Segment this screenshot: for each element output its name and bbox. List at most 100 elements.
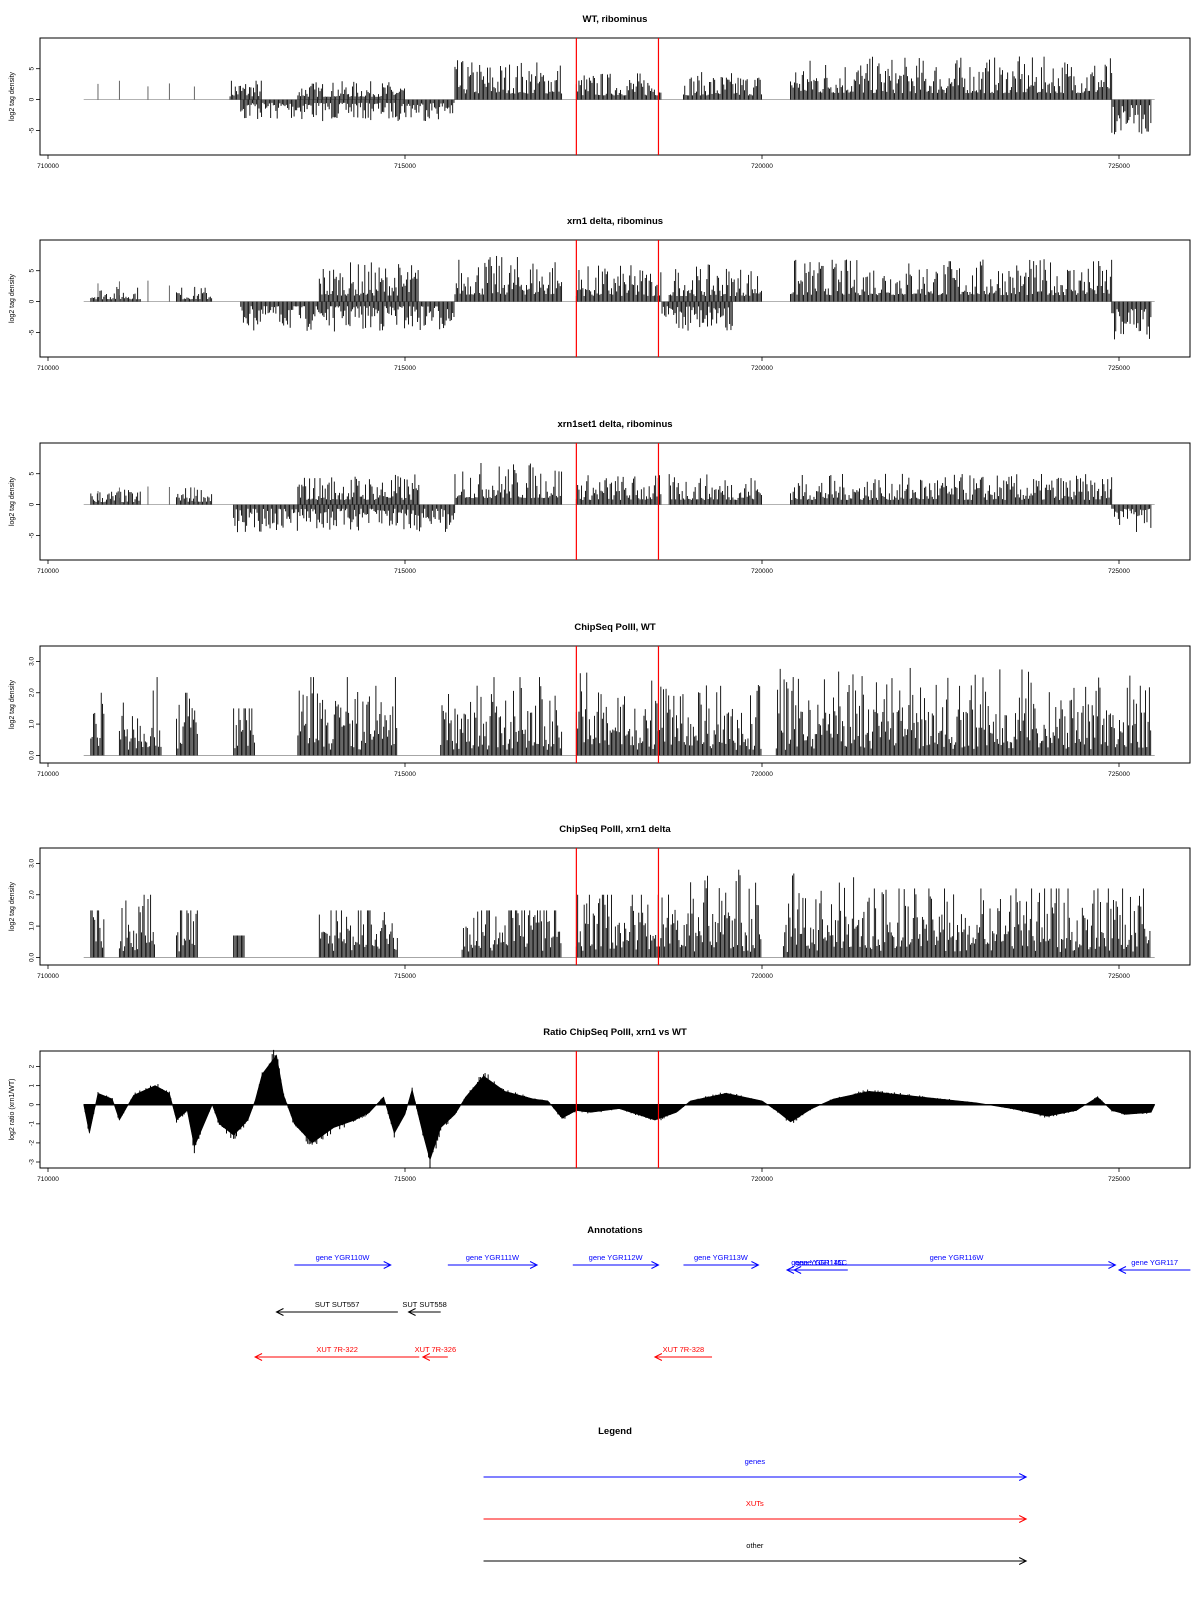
chart-title: ChipSeq PolII, xrn1 delta [559,824,671,835]
plot-frame [39,1050,1191,1169]
plot-frame [39,847,1191,966]
annotation-label: SUT SUT557 [315,1300,359,1309]
arrow-head [407,1308,416,1316]
y-tick-label: -5 [29,127,36,133]
y-tick-label: 0.0 [29,953,36,962]
chart-panel: ChipSeq PolII, WT 0.0 1.0 2.0 3.0 log2 tag de… [9,622,1191,778]
plot-frame [39,645,1191,764]
annotation-gene: gene YGR116W [797,1253,1117,1269]
y-axis-label: log2 tag density [9,881,16,931]
density-bars [90,869,1151,958]
arrow-head [793,1266,802,1274]
annotation-gene: gene YGR113W [683,1253,760,1269]
y-tick-label: -1 [29,1121,36,1127]
y-tick-label: 0.0 [29,751,36,760]
y-tick-label: 1.0 [29,719,36,728]
y-tick-label: 1.0 [29,921,36,930]
x-tick-label: 720000 [751,568,773,575]
annotation-label: gene YGR113W [694,1253,749,1262]
legend: Legend genes XUTs other [483,1426,1028,1565]
arrow-head [651,1261,660,1269]
annotation-xut: XUT 7R-328 [653,1345,713,1361]
x-tick-label: 725000 [1108,568,1130,575]
y-tick-label: 5 [29,269,36,273]
x-tick-label: 710000 [37,771,59,778]
density-bars [90,463,1152,533]
x-tick-label: 710000 [37,1176,59,1183]
arrow-head [653,1353,663,1361]
x-tick-label: 725000 [1108,163,1130,170]
x-tick-label: 715000 [394,1176,416,1183]
chart-title: xrn1set1 delta, ribominus [557,419,672,430]
x-tick-label: 720000 [751,771,773,778]
arrow-head [253,1353,263,1361]
chart-panel: WT, ribominus -5 0 5 log2 tag density 710000 7… [9,14,1191,170]
annotation-gene: gene YGR115C [793,1258,848,1274]
legend-item-xut: XUTs [483,1499,1028,1523]
annotation-other: SUT SUT557 [275,1300,398,1316]
annotation-label: gene YGR115C [795,1258,848,1267]
annotation-xut: XUT 7R-322 [253,1345,420,1361]
plot-frame [39,442,1191,561]
legend-item-gene: genes [483,1457,1028,1481]
x-tick-label: 715000 [394,163,416,170]
ratio-detail [84,1049,1151,1169]
annotation-label: gene YGR114C [791,1258,844,1267]
y-axis-label: log2 tag density [9,71,16,121]
arrow-head [1018,1557,1028,1565]
x-tick-label: 720000 [751,1176,773,1183]
annotation-label: gene YGR110W [316,1253,371,1262]
arrow-head [1018,1473,1028,1481]
chart-title: Ratio ChipSeq PolII, xrn1 vs WT [543,1027,687,1038]
plot-frame [39,239,1191,358]
x-tick-label: 715000 [394,771,416,778]
annotation-label: gene YGR117 [1131,1258,1178,1267]
legend-item-other: other [483,1541,1028,1565]
chart-title: ChipSeq PolII, WT [574,622,655,633]
x-tick-label: 720000 [751,973,773,980]
annotations-track: Annotations gene YGR110W gene YGR111W gene… [253,1225,1191,1361]
x-tick-label: 725000 [1108,771,1130,778]
arrow-head [1018,1515,1028,1523]
annotation-gene: gene YGR112W [572,1253,660,1269]
x-tick-label: 720000 [751,365,773,372]
y-tick-label: 3.0 [29,859,36,868]
y-tick-label: -5 [29,532,36,538]
x-tick-label: 710000 [37,365,59,372]
annotation-label: gene YGR112W [589,1253,644,1262]
y-axis-label: log2 tag density [9,679,16,729]
x-tick-label: 710000 [37,163,59,170]
density-bars [97,56,1152,135]
x-tick-label: 710000 [37,568,59,575]
chart-panel: xrn1 delta, ribominus -5 0 5 log2 tag densit… [9,216,1191,372]
arrow-head [275,1308,284,1316]
annotation-label: gene YGR116W [930,1253,985,1262]
y-axis-label: log2 tag density [9,273,16,323]
y-tick-label: 0 [29,502,36,506]
x-tick-label: 715000 [394,973,416,980]
x-tick-label: 715000 [394,365,416,372]
density-bars [90,667,1152,756]
x-tick-label: 720000 [751,163,773,170]
annotations-title: Annotations [587,1225,642,1236]
arrow-head [785,1266,795,1274]
y-tick-label: 5 [29,67,36,71]
annotation-label: gene YGR111W [466,1253,520,1262]
legend-title: Legend [598,1426,632,1437]
y-tick-label: 2.0 [29,890,36,899]
arrow-head [421,1353,431,1361]
y-tick-label: 0 [29,97,36,101]
y-tick-label: -5 [29,329,36,335]
annotation-gene: gene YGR117 [1117,1258,1191,1274]
legend-label: other [746,1541,764,1550]
legend-label: genes [745,1457,766,1466]
annotation-label: SUT SUT558 [402,1300,446,1309]
chart-panel: ChipSeq PolII, xrn1 delta 0.0 1.0 2.0 3.0 log… [9,824,1191,980]
y-tick-label: 2 [29,1064,36,1068]
x-tick-label: 725000 [1108,973,1130,980]
y-tick-label: -3 [29,1159,36,1165]
arrow-head [751,1261,760,1269]
y-tick-label: 5 [29,472,36,476]
arrow-head [529,1261,539,1269]
y-tick-label: 3.0 [29,657,36,666]
